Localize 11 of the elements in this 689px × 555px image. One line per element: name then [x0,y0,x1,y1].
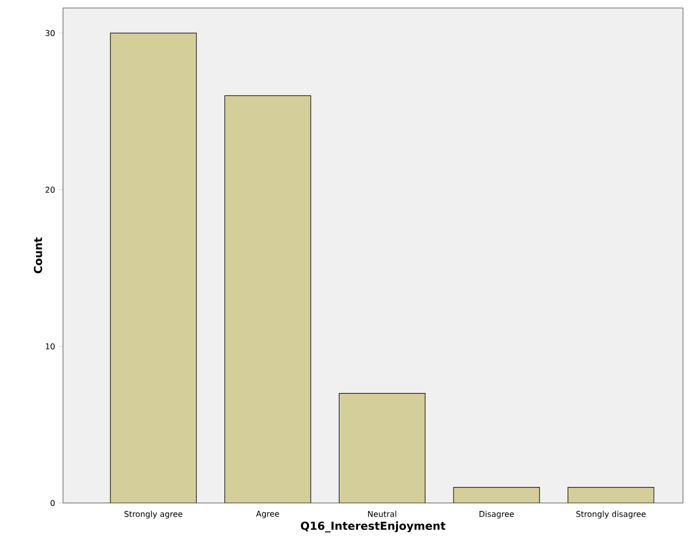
x-tick-label: Agree [256,510,280,518]
x-tick-label: Neutral [368,510,396,517]
x-tick-label: Strongly disagree [576,510,646,519]
y-axis-title: Count [34,237,42,274]
y-tick-label: 30 [46,30,55,36]
y-tick-label: 0 [50,500,55,506]
y-tick-label: 10 [46,343,55,350]
y-tick-label: 20 [46,186,55,193]
x-axis-title: Q16_InterestEnjoyment [300,521,446,532]
x-tick-label: Strongly agree [124,510,182,519]
x-tick-label: Disagree [480,510,514,519]
